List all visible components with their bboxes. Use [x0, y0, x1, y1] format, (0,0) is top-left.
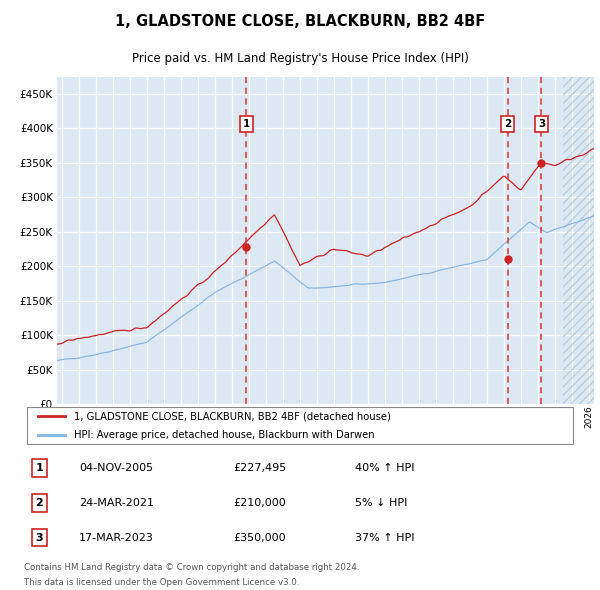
- Text: 1, GLADSTONE CLOSE, BLACKBURN, BB2 4BF: 1, GLADSTONE CLOSE, BLACKBURN, BB2 4BF: [115, 14, 485, 29]
- Text: 04-NOV-2005: 04-NOV-2005: [79, 463, 154, 473]
- Text: HPI: Average price, detached house, Blackburn with Darwen: HPI: Average price, detached house, Blac…: [74, 430, 374, 440]
- Text: This data is licensed under the Open Government Licence v3.0.: This data is licensed under the Open Gov…: [24, 578, 299, 588]
- Text: 40% ↑ HPI: 40% ↑ HPI: [355, 463, 415, 473]
- FancyBboxPatch shape: [27, 407, 572, 444]
- Text: 1, GLADSTONE CLOSE, BLACKBURN, BB2 4BF (detached house): 1, GLADSTONE CLOSE, BLACKBURN, BB2 4BF (…: [74, 411, 391, 421]
- Bar: [563, 77, 594, 404]
- Text: 3: 3: [538, 119, 545, 129]
- Text: £350,000: £350,000: [234, 533, 286, 543]
- Text: £210,000: £210,000: [234, 498, 287, 508]
- Text: £227,495: £227,495: [234, 463, 287, 473]
- Text: Price paid vs. HM Land Registry's House Price Index (HPI): Price paid vs. HM Land Registry's House …: [131, 51, 469, 64]
- Text: 37% ↑ HPI: 37% ↑ HPI: [355, 533, 415, 543]
- Text: 2: 2: [504, 119, 511, 129]
- Text: 1: 1: [35, 463, 43, 473]
- Text: 17-MAR-2023: 17-MAR-2023: [79, 533, 154, 543]
- Text: 2: 2: [35, 498, 43, 508]
- Text: 1: 1: [243, 119, 250, 129]
- Bar: [563, 77, 594, 404]
- Text: 3: 3: [35, 533, 43, 543]
- Text: 5% ↓ HPI: 5% ↓ HPI: [355, 498, 407, 508]
- Text: 24-MAR-2021: 24-MAR-2021: [79, 498, 154, 508]
- Text: Contains HM Land Registry data © Crown copyright and database right 2024.: Contains HM Land Registry data © Crown c…: [24, 563, 359, 572]
